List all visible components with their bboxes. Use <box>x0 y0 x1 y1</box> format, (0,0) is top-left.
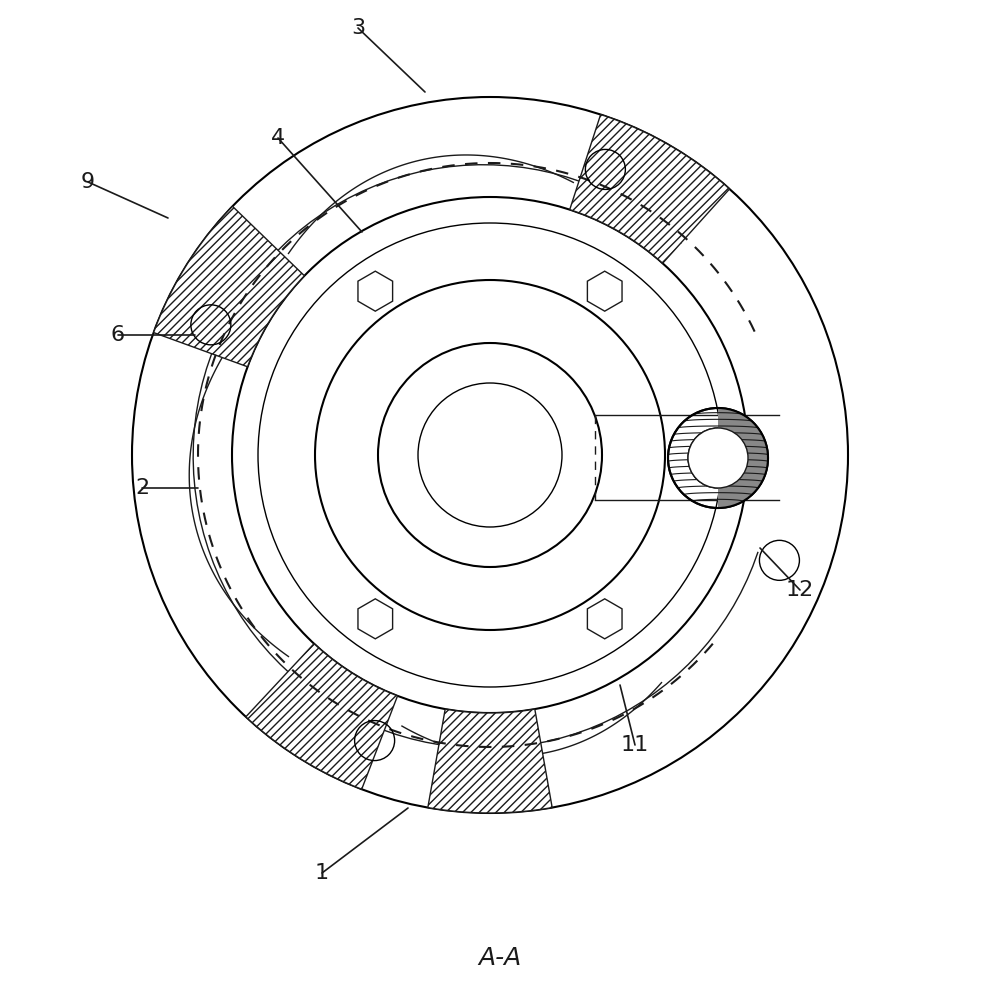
Polygon shape <box>154 206 304 367</box>
Text: 11: 11 <box>621 735 649 755</box>
Text: 2: 2 <box>135 478 149 498</box>
Text: 1: 1 <box>315 863 329 883</box>
Circle shape <box>688 428 748 488</box>
Polygon shape <box>718 408 768 508</box>
Polygon shape <box>246 643 398 789</box>
Polygon shape <box>428 709 552 813</box>
Text: A-A: A-A <box>478 946 522 970</box>
Text: 6: 6 <box>111 325 125 345</box>
Text: 4: 4 <box>271 128 285 148</box>
Text: 3: 3 <box>351 18 365 38</box>
Polygon shape <box>570 115 730 263</box>
Text: 9: 9 <box>81 172 95 192</box>
Text: 12: 12 <box>786 580 814 600</box>
